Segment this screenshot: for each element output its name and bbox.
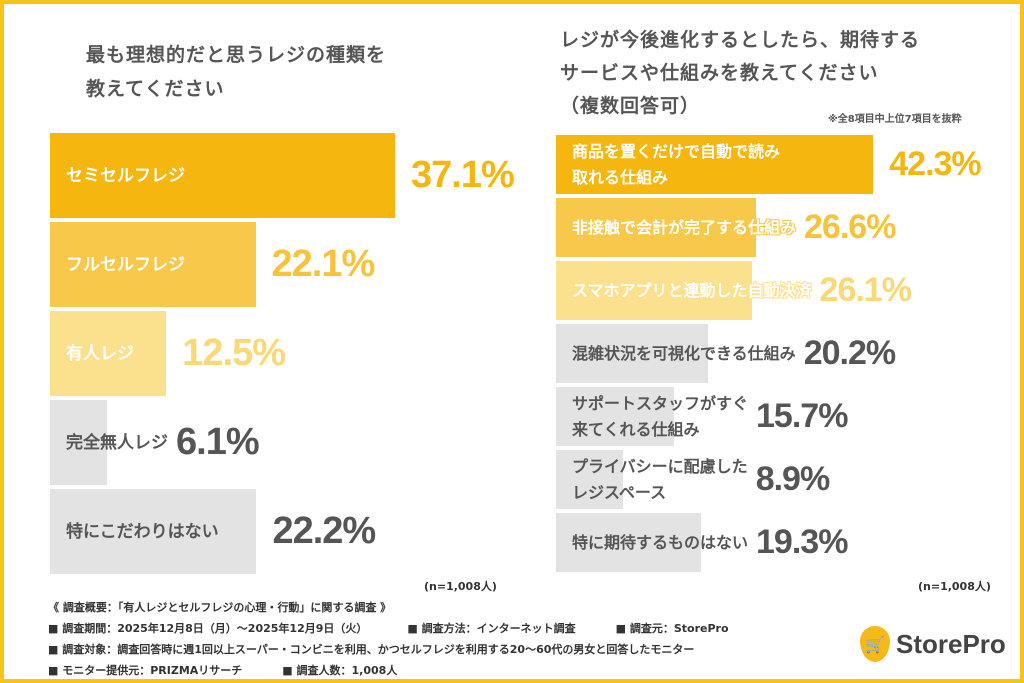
bar-row: 特にこだわりはない 22.2% (50, 489, 376, 574)
bar-value: 26.6% (804, 208, 896, 246)
bar-label: セミセルフレジ (66, 165, 185, 186)
bar (50, 311, 167, 396)
logo-text: StorePro (896, 628, 1006, 659)
bar-row: 混雑状況を可視化できる仕組み 20.2% (556, 324, 896, 383)
bar-label: 完全無人レジ (66, 432, 168, 453)
bar-row: フルセルフレジ 22.1% (50, 222, 375, 307)
bar (50, 489, 257, 574)
bar-label: 有人レジ (66, 343, 134, 364)
bar-label: プライバシーに配慮した レジスペース (572, 456, 748, 502)
bar-label: 非接触で会計が完了する仕組み (572, 217, 797, 237)
bar (556, 513, 701, 572)
bar-row: セミセルフレジ 37.1% (50, 133, 515, 218)
bar-label: スマホアプリと連動した自動決済 (572, 280, 812, 300)
right-chart-title: レジが今後進化するとしたら、期待する サービスや仕組みを教えてください （複数回… (560, 29, 921, 117)
bar (556, 135, 874, 194)
bar-label: フルセルフレジ (66, 254, 185, 275)
bar (556, 450, 623, 509)
bar (556, 324, 708, 383)
right-sample-size: (n=1,008人) (918, 580, 991, 593)
bar-label: 特にこだわりはない (66, 521, 219, 542)
storepro-logo: 🛒 StorePro (860, 626, 1006, 662)
survey-count: ■ 調査人数：1,008人 (282, 664, 398, 677)
survey-source: ■ 調査元：StorePro (615, 622, 729, 635)
shopping-cart-icon: 🛒 (860, 626, 890, 662)
bar-value: 37.1% (411, 154, 515, 196)
bar (50, 400, 107, 485)
left-sample-size: (n=1,008人) (424, 580, 497, 593)
bar (556, 198, 756, 257)
bar-row: 有人レジ 12.5% (50, 311, 286, 396)
bar-row: スマホアプリと連動した自動決済 26.1% (556, 261, 912, 320)
bar-value: 15.7% (756, 397, 848, 435)
bar-label: サポートスタッフがすぐ 来てくれる仕組み (572, 393, 749, 439)
bar-row: サポートスタッフがすぐ 来てくれる仕組み 15.7% (556, 387, 848, 446)
bar-value: 12.5% (182, 332, 286, 374)
bar-row: 特に期待するものはない 19.3% (556, 513, 848, 572)
survey-provider: ■ モニター提供元：PRIZMAリサーチ (48, 664, 243, 677)
bar (556, 261, 752, 320)
bar-value: 8.9% (755, 460, 830, 498)
bar-label: 商品を置くだけで自動で読み 取れる仕組み (572, 141, 781, 187)
bar-value: 6.1% (176, 421, 260, 463)
bar-value: 22.2% (272, 510, 376, 552)
bar-row: 商品を置くだけで自動で読み 取れる仕組み 42.3% (556, 135, 982, 194)
footer-line-4: ■ モニター提供元：PRIZMAリサーチ ■ 調査人数：1,008人 (48, 660, 437, 681)
bar-row: プライバシーに配慮した レジスペース 8.9% (556, 450, 830, 509)
bar (556, 387, 674, 446)
bar-value: 42.3% (889, 145, 981, 183)
survey-period: ■ 調査期間：2025年12月8日（月）～2025年12月9日（火） (48, 622, 368, 635)
bar-value: 20.2% (803, 334, 896, 372)
bar-label: 特に期待するものはない (572, 532, 749, 552)
bar-row: 非接触で会計が完了する仕組み 26.6% (556, 198, 896, 257)
left-chart-title: 最も理想的だと思うレジの種類を 教えてください (86, 44, 387, 100)
footer-line-2: ■ 調査期間：2025年12月8日（月）～2025年12月9日（火） ■ 調査方法… (48, 618, 769, 639)
bar-value: 26.1% (819, 271, 912, 309)
survey-summary: 《 調査概要：「有人レジとセルフレジの心理・行動」に関する調査 》 (48, 601, 392, 614)
bar-value: 22.1% (271, 243, 376, 285)
bar-row: 完全無人レジ 6.1% (50, 400, 260, 485)
bar (50, 222, 256, 307)
bar (50, 133, 396, 218)
survey-target: ■ 調査対象：調査回答時に週1回以上スーパー・コンビニを利用、かつセルフレジを利… (48, 643, 695, 656)
right-chart-note: ※全8項目中上位7項目を抜粋 (828, 114, 962, 125)
survey-method: ■ 調査方法：インターネット調査 (407, 622, 576, 635)
bar-label: 混雑状況を可視化できる仕組み (572, 343, 796, 363)
bar-value: 19.3% (756, 523, 848, 561)
